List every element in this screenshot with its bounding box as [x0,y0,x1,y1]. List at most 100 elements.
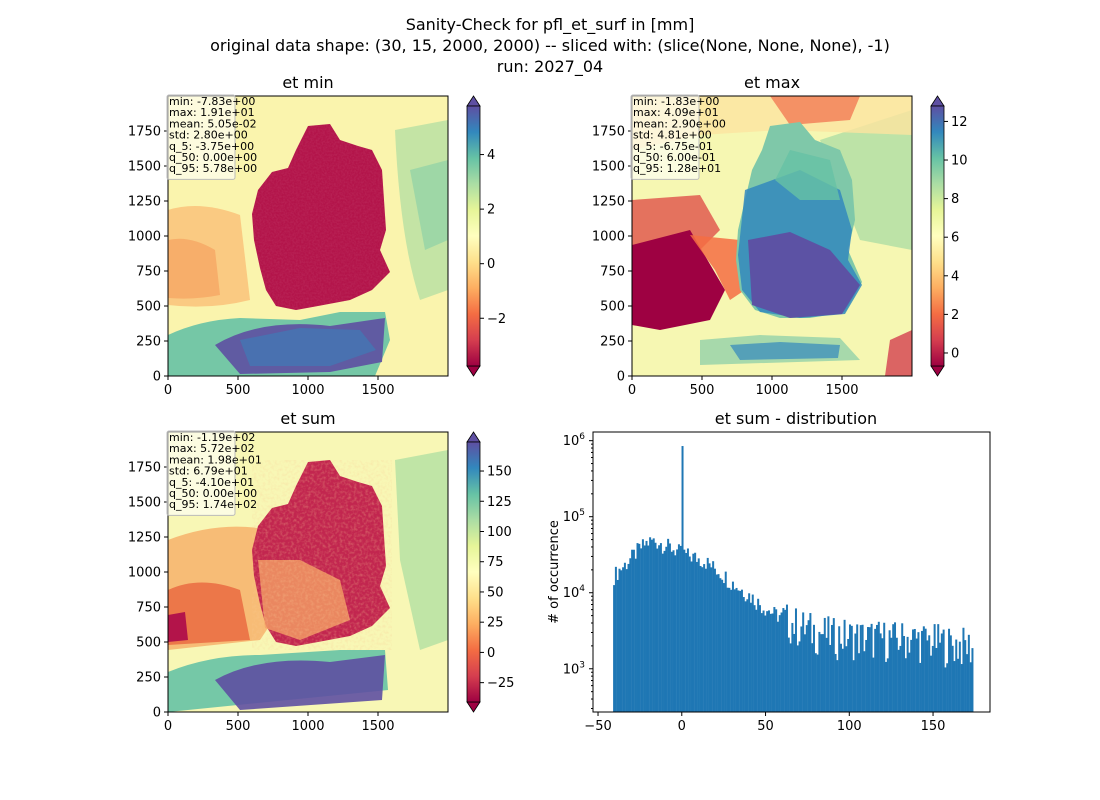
histogram-bar [859,625,862,712]
histogram-bar [692,553,695,712]
stats-line: q_5: -6.75e-01 [633,140,713,153]
histogram-bar [798,641,801,712]
histogram-bar [656,548,659,712]
xtick-label: 500 [226,383,251,398]
histogram-bar [735,587,738,712]
histogram-bar [771,613,774,712]
ytick-label: 1500 [592,160,625,175]
histogram-bar [645,540,648,712]
panel-et-max-colorbar: 0 2 4 6 8 10 12 [930,95,968,377]
histogram-bar [731,581,734,712]
ytick-label: 1750 [128,461,161,476]
colorbar-extend-min [466,365,481,377]
histogram-bar [951,645,954,712]
ytick-label: 250 [600,335,625,350]
histogram-bar [746,599,749,712]
histogram-bar [903,636,906,712]
histogram-bar [933,624,936,712]
histogram-bar [877,621,880,712]
histogram-bar [915,638,918,712]
xtick-label: 1500 [361,719,394,734]
histogram-bar [836,660,839,712]
histogram-bar [811,643,814,712]
histogram-bar [894,622,897,712]
histogram-bar [677,544,680,712]
stats-line: q_95: 1.74e+02 [169,498,257,511]
histogram-yticks: 103 104 105 106 [563,432,593,710]
histogram-bar [616,579,619,712]
stats-line: q_95: 1.28e+01 [633,162,721,175]
panel-et-min-title: et min [282,73,333,92]
histogram-bar [812,624,815,712]
colorbar-tick-label: 0 [951,346,959,361]
histogram-bar [861,624,864,712]
stats-line: max: 4.09e+01 [633,106,719,119]
histogram-bar [649,537,652,712]
histogram-bar [789,643,792,712]
histogram-bar [679,545,682,712]
histogram-bar [719,578,722,712]
xtick-label: −50 [584,719,611,734]
histogram-bar [926,640,929,712]
xtick-label: 500 [690,383,715,398]
histogram-bar [753,605,756,712]
histogram-bar [625,569,628,712]
panel-et-max-yticks: 0 250 500 750 1000 1250 1500 1750 [592,125,632,385]
histogram-bar [821,634,824,712]
histogram-bar [879,633,882,712]
histogram-bar [854,633,857,712]
histogram-bar [704,568,707,712]
colorbar-tick-label: 4 [487,148,495,163]
ytick-label: 500 [136,300,161,315]
ytick-label: 0 [153,706,161,721]
histogram-bar [904,658,907,712]
stats-line: mean: 2.90e+00 [633,117,726,130]
histogram-bar [958,641,961,712]
histogram-bar [613,585,616,712]
histogram-bar [949,635,952,712]
colorbar-gradient [930,105,945,367]
histogram-bar [928,635,931,712]
histogram-bar [839,643,842,712]
histogram-bar [683,549,686,712]
panel-et-min-yticks: 0 250 500 750 1000 1250 1500 1750 [128,125,168,385]
histogram-bar [814,653,817,712]
ytick-label: 1000 [128,566,161,581]
histogram-bar [888,630,891,712]
histogram-bar [935,647,938,712]
stats-line: q_5: -4.10e+01 [169,476,254,489]
histogram-bars [613,446,974,712]
ytick-label: 1500 [128,160,161,175]
stats-line: mean: 5.05e-02 [169,117,257,130]
histogram-bar [791,622,794,712]
stats-line: q_50: 0.00e+00 [169,487,257,500]
histogram-bar [631,549,634,712]
colorbar-gradient [466,105,481,367]
histogram-bar [793,633,796,712]
colorbar-tick-label: −2 [487,312,506,327]
colorbar-tick-label: 150 [487,465,512,480]
histogram-bar [899,645,902,712]
histogram-bar [832,618,835,712]
histogram-bar [890,637,893,712]
histogram-bar [766,611,769,712]
histogram-bar [699,565,702,712]
histogram-bar [848,624,851,712]
histogram-bar [654,542,657,712]
panel-et-min: et min 0 500 1000 1500 0 250 500 750 1000 1250 15… [128,73,506,398]
histogram-bar [636,543,639,712]
colorbar-tick-label: 0 [487,257,495,272]
ytick-label: 250 [136,335,161,350]
histogram-bar [818,631,821,712]
figure-title-line-2: original data shape: (30, 15, 2000, 2000… [210,36,890,55]
ytick-label: 1000 [128,230,161,245]
histogram-bar [895,637,898,712]
histogram-bar [885,661,888,712]
histogram-bar [739,590,742,712]
colorbar-tick-label: 50 [487,585,504,600]
histogram-bar [697,558,700,712]
histogram-bar [620,570,623,712]
histogram-bar [776,621,779,712]
xtick-label: 1000 [755,383,788,398]
histogram-bar [829,644,832,712]
